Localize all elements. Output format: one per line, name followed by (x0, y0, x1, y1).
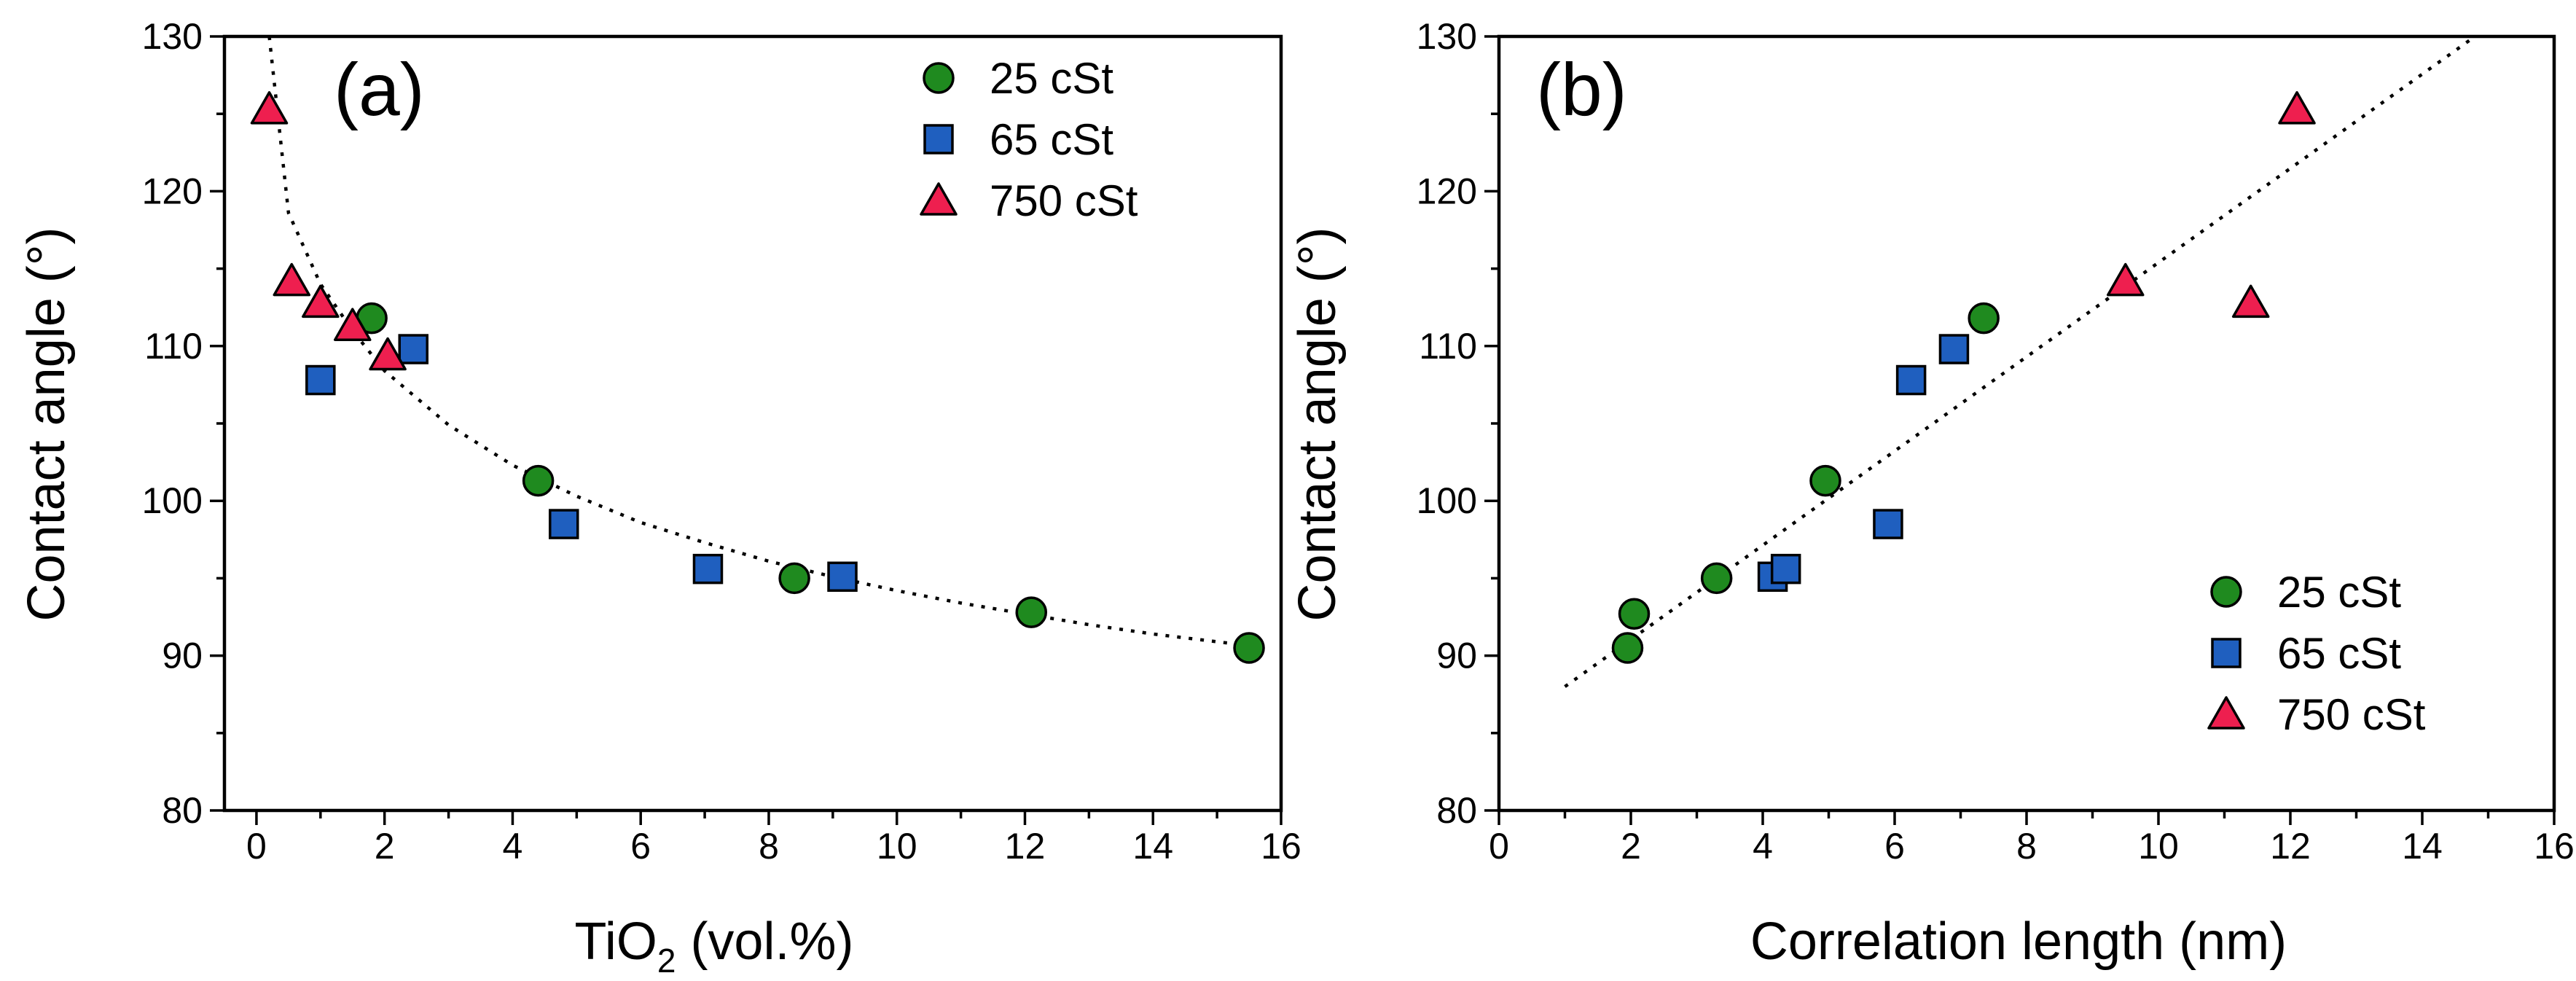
panel-a-x-tick-label: 0 (246, 826, 267, 867)
panel-a-point-750-cst (369, 337, 407, 371)
panel-a-point-750-cst (273, 262, 311, 297)
panel-b-y-axis-title: Contact angle (°) (1288, 227, 1347, 621)
panel-a-y-tick-label: 110 (144, 326, 203, 367)
panel-a-point-25-cst (778, 562, 810, 595)
panel-a-point-750-cst (334, 308, 372, 341)
panel-b-legend-label-25-cst: 25 cSt (2277, 568, 2401, 617)
panel-b-point-65-cst (1770, 553, 1801, 585)
panel-a-point-25-cst (522, 464, 555, 497)
panel-b-plot: 0 2 4 6 8 10 12 14 16 80 90 100 110 120 130 25 cSt 65 cS… (1417, 16, 2575, 867)
panel-a-x-tick-label: 16 (1261, 826, 1301, 867)
panel-a-legend-marker-25-cst (923, 62, 955, 94)
panel-b: (b) Contact angle (°) Correlation length… (1288, 48, 2287, 971)
panel-b-legend-marker-65-cst (2211, 638, 2242, 668)
panel-b-legend-marker-25-cst (2210, 576, 2242, 608)
panel-a-legend-label-65-cst: 65 cSt (990, 115, 1113, 164)
panel-a-legend-label-750-cst: 750 cSt (990, 176, 1138, 225)
panel-a-x-axis-title-main: TiO (575, 912, 657, 971)
panel-a-legend-label-25-cst: 25 cSt (990, 54, 1113, 103)
panel-a-x-axis-title: TiO2 (vol.%) (575, 912, 854, 980)
panel-a-legend-marker-750-cst (920, 182, 958, 216)
panel-b-y-tick-label: 100 (1417, 480, 1477, 521)
panel-b-y-tick-label: 110 (1419, 326, 1477, 367)
panel-b-x-tick-label: 16 (2534, 826, 2575, 867)
panel-b-label: (b) (1536, 48, 1627, 131)
panel-a-x-tick-label: 4 (503, 826, 523, 867)
panel-a-point-65-cst (827, 561, 858, 593)
panel-a-x-tick-label: 2 (375, 826, 395, 867)
panel-a-point-25-cst (1015, 596, 1048, 628)
panel-a-point-65-cst (692, 553, 724, 585)
panel-a-x-tick-label: 14 (1132, 826, 1173, 867)
panel-a-x-tick-label: 10 (877, 826, 917, 867)
panel-b-x-tick-label: 2 (1621, 826, 1641, 867)
panel-a-point-65-cst (549, 509, 579, 539)
panel-a-point-25-cst (1233, 632, 1265, 664)
panel-b-x-tick-label: 4 (1753, 826, 1773, 867)
panel-a-y-tick-label: 130 (142, 16, 203, 57)
panel-a-point-750-cst (302, 284, 340, 318)
panel-b-point-25-cst (1611, 632, 1644, 664)
panel-b-legend-marker-750-cst (2207, 696, 2245, 730)
panel-b-x-tick-label: 14 (2402, 826, 2443, 867)
panel-a-y-tick-label: 120 (142, 171, 203, 211)
panel-a-x-tick-label: 8 (759, 826, 779, 867)
panel-a-label: (a) (334, 48, 425, 131)
panel-a-axes-frame (222, 34, 1283, 813)
panel-b-legend-label-65-cst: 65 cSt (2277, 629, 2401, 678)
panel-b-y-tick-label: 90 (1436, 636, 1477, 676)
panel-a-y-tick-label: 100 (142, 480, 203, 521)
panel-a-y-axis-title: Contact angle (°) (17, 227, 76, 621)
panel-b-point-65-cst (1895, 364, 1927, 396)
panel-b-y-tick-label: 80 (1436, 790, 1477, 831)
panel-b-point-25-cst (1968, 302, 2000, 335)
panel-b-x-axis-title: Correlation length (nm) (1750, 912, 2287, 971)
panel-a-x-tick-label: 12 (1005, 826, 1046, 867)
panel-b-point-65-cst (1938, 334, 1970, 364)
panel-b-x-tick-label: 12 (2270, 826, 2311, 867)
panel-b-y-tick-label: 120 (1417, 171, 1477, 211)
panel-b-point-25-cst (1618, 598, 1651, 630)
panel-b-x-tick-label: 6 (1884, 826, 1905, 867)
panel-b-point-25-cst (1809, 464, 1841, 497)
panel-a-point-750-cst (250, 91, 289, 125)
panel-b-legend-label-750-cst: 750 cSt (2277, 690, 2426, 739)
panel-a-legend-marker-65-cst (923, 124, 954, 155)
panel-a-y-tick-label: 80 (162, 790, 203, 831)
panel-b-y-tick-label: 130 (1417, 16, 1477, 57)
panel-a-x-axis-title-subscript: 2 (657, 942, 676, 980)
panel-a-x-axis-title-unit: (vol.%) (676, 912, 853, 971)
panel-b-point-25-cst (1700, 562, 1733, 595)
panel-b-point-750-cst (2107, 262, 2145, 297)
panel-a-point-65-cst (398, 334, 428, 364)
panel-a: (a) Contact angle (°) TiO2 (vol.%) (17, 48, 853, 980)
panel-b-x-tick-label: 0 (1489, 826, 1509, 867)
panel-a-y-tick-label: 90 (162, 636, 203, 676)
panel-b-x-tick-label: 8 (2016, 826, 2037, 867)
panel-a-point-65-cst (305, 364, 336, 396)
panel-b-point-750-cst (2231, 284, 2270, 318)
panel-b-point-750-cst (2278, 91, 2316, 125)
panel-b-point-65-cst (1873, 509, 1903, 539)
panel-a-plot: 0 2 4 6 8 10 12 14 16 80 90 100 110 120 130 25 cSt 65 cS… (142, 16, 1301, 867)
panel-b-x-tick-label: 10 (2138, 826, 2179, 867)
panel-a-x-tick-label: 6 (630, 826, 651, 867)
